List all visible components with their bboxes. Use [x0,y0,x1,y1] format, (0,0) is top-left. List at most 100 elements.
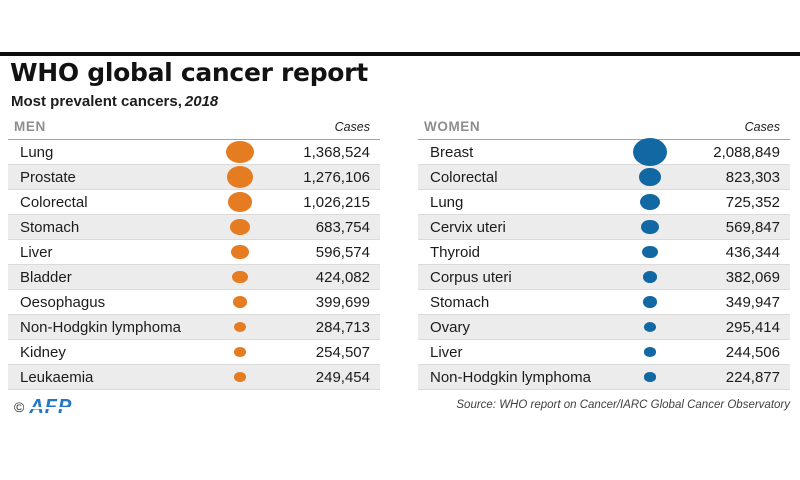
table-row: Bladder 424,082 [8,265,380,290]
bubble-cell [620,372,680,382]
cancer-name: Colorectal [430,168,498,186]
cases-bubble-icon [641,219,659,235]
cases-value: 399,699 [315,293,370,311]
subtitle-text: Most prevalent cancers, [11,93,182,110]
cancer-name: Corpus uteri [430,268,512,286]
cases-value: 224,877 [725,368,780,386]
table-row: Lung 725,352 [418,190,790,215]
table-row: Lung 1,368,524 [8,140,380,165]
table-row: Leukaemia 249,454 [8,365,380,390]
bubble-cell [210,270,270,284]
table-row: Ovary 295,414 [418,315,790,340]
cases-value: 254,507 [315,343,370,361]
table-row: Non-Hodgkin lymphoma 224,877 [418,365,790,390]
bubble-cell [620,271,680,283]
page-title: WHO global cancer report [10,58,368,87]
group-label: MEN [14,119,46,134]
cancer-name: Bladder [20,268,72,286]
cases-value: 349,947 [725,293,780,311]
bubble-cell [620,138,680,166]
cancer-name: Stomach [20,218,80,236]
cancer-name: Lung [430,193,464,211]
cases-bubble-icon [642,271,658,283]
cases-value: 2,088,849 [713,143,780,161]
bubble-cell [210,321,270,333]
table-row: Breast 2,088,849 [418,138,790,166]
cases-bubble-icon [644,347,656,357]
bubble-cell [210,166,270,188]
cancer-name: Colorectal [20,193,88,211]
cases-value: 1,368,524 [303,143,370,161]
bubble-cell [210,140,270,164]
cancer-name: Kidney [20,343,66,361]
cases-bubble-icon [644,372,656,382]
bubble-cell [210,244,270,260]
cases-value: 823,303 [725,168,780,186]
cases-value: 244,506 [725,343,780,361]
cases-value: 295,414 [725,318,780,336]
cancer-name: Liver [430,343,463,361]
cases-value: 382,069 [725,268,780,286]
bubble-cell [620,245,680,259]
bubble-cell [210,372,270,382]
cases-bubble-icon [234,347,246,357]
bubble-cell [620,296,680,308]
cases-value: 1,276,106 [303,168,370,186]
column-header: WOMEN Cases [418,114,790,140]
cases-value: 424,082 [315,268,370,286]
cases-bubble-icon [643,321,657,333]
cancer-name: Prostate [20,168,76,186]
cancer-name: Thyroid [430,243,481,261]
cases-bubble-icon [633,138,667,166]
cases-value: 683,754 [315,218,370,236]
cases-value: 249,454 [315,368,370,386]
cases-value: 569,847 [725,218,780,236]
cases-bubble-icon [226,166,254,188]
cancer-name: Non-Hodgkin lymphoma [430,368,591,386]
cases-bubble-icon [642,245,658,259]
bubble-cell [620,347,680,357]
column-header: MEN Cases [8,114,380,140]
table-row: Kidney 254,507 [8,340,380,365]
table-row: Corpus uteri 382,069 [418,265,790,290]
copyright-icon: © [14,399,25,415]
bubble-cell [620,321,680,333]
table-row: Stomach 349,947 [418,290,790,315]
top-rule [0,52,800,56]
table-row: Liver 244,506 [418,340,790,365]
bubble-cell [620,193,680,211]
cases-bubble-icon [230,219,250,235]
table-row: Cervix uteri 569,847 [418,215,790,240]
cases-header: Cases [744,119,780,134]
bubble-cell [210,295,270,309]
bubble-cell [210,347,270,357]
women-table: WOMEN Cases Breast 2,088,849 Colorectal 823,3… [418,114,790,390]
table-row: Colorectal 823,303 [418,165,790,190]
table-row: Oesophagus 399,699 [8,290,380,315]
bubble-cell [620,168,680,186]
cases-value: 596,574 [315,243,370,261]
cancer-name: Ovary [430,318,471,336]
table-row: Colorectal 1,026,215 [8,190,380,215]
cases-value: 1,026,215 [303,193,370,211]
group-label: WOMEN [424,119,481,134]
men-table: MEN Cases Lung 1,368,524 Prostate 1,276,106 Co… [8,114,380,390]
cases-bubble-icon [643,296,657,308]
cases-bubble-icon [232,270,248,284]
subtitle: Most prevalent cancers, 2018 [11,93,218,110]
cases-value: 725,352 [725,193,780,211]
table-row: Thyroid 436,344 [418,240,790,265]
table-row: Prostate 1,276,106 [8,165,380,190]
cancer-name: Stomach [430,293,490,311]
bubble-cell [210,192,270,212]
cases-bubble-icon [226,140,254,164]
table-row: Stomach 683,754 [8,215,380,240]
cases-bubble-icon [228,192,252,212]
cases-header: Cases [334,119,370,134]
cases-bubble-icon [233,321,247,333]
cancer-name: Liver [20,243,53,261]
cancer-name: Breast [430,143,474,161]
cancer-name: Lung [20,143,54,161]
cases-bubble-icon [232,295,248,309]
cancer-name: Oesophagus [20,293,106,311]
